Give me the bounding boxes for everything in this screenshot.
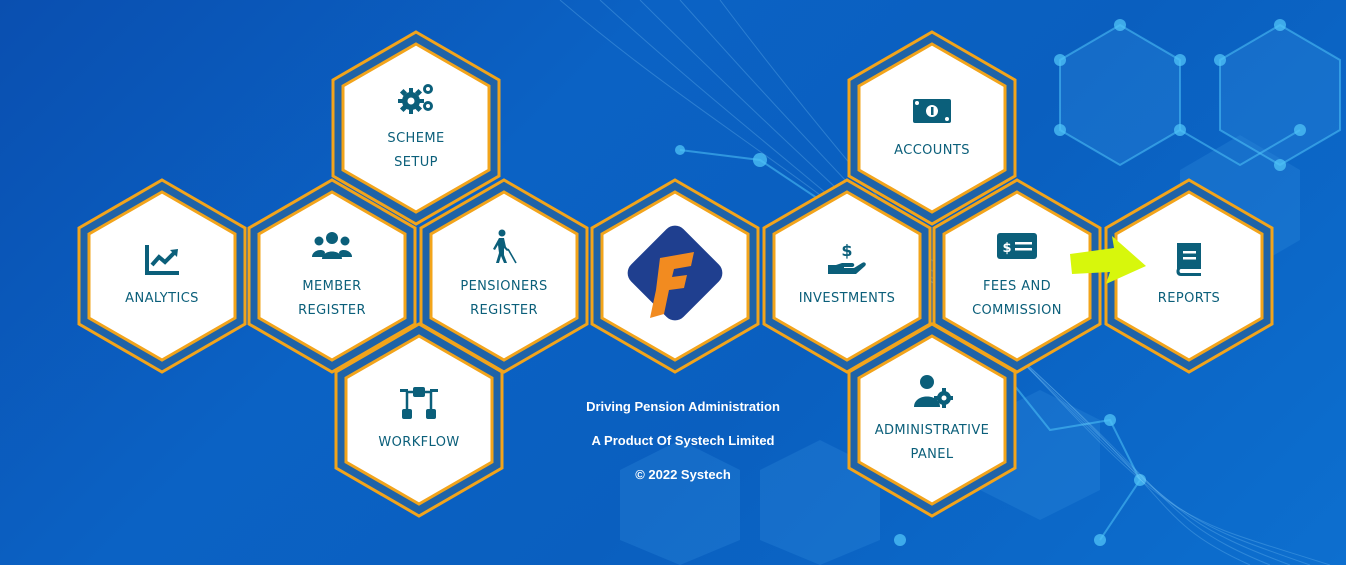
- tile-investments[interactable]: $ INVESTMENTS: [762, 178, 932, 374]
- hexagon-frame: [331, 30, 501, 226]
- svg-text:$: $: [841, 241, 852, 260]
- tile-label: REPORTS: [1157, 291, 1221, 306]
- tile-label: FEES AND COMMISSION: [972, 279, 1062, 318]
- tile-fees-and-commission[interactable]: $ FEES AND COMMISSION: [932, 178, 1102, 374]
- hand-dollar-icon: $: [826, 241, 868, 277]
- tile-accounts[interactable]: ACCOUNTS: [847, 30, 1017, 226]
- tile-administrative-panel[interactable]: ADMINISTRATIVE PANEL: [847, 322, 1017, 518]
- hexagon-frame: [419, 178, 589, 374]
- footer-copyright: © 2022 Systech: [635, 467, 731, 482]
- hexagon-frame: [77, 178, 247, 374]
- footer-text: Driving Pension Administration A Product…: [537, 392, 829, 494]
- hexagon-frame: [590, 178, 760, 374]
- footer-product: A Product Of Systech Limited: [591, 433, 775, 448]
- hexagon-frame: [932, 178, 1102, 374]
- tile-workflow[interactable]: WORKFLOW: [334, 322, 504, 518]
- tile-label: WORKFLOW: [378, 435, 460, 450]
- arrow-pointer-icon: [1070, 236, 1146, 284]
- user-gear-icon: [911, 373, 953, 409]
- tile-scheme-setup[interactable]: SCHEME SETUP: [331, 30, 501, 226]
- tile-label: INVESTMENTS: [798, 291, 896, 306]
- svg-text:$: $: [1002, 241, 1011, 256]
- tile-label: PENSIONERS REGISTER: [460, 279, 548, 318]
- tile-member-register[interactable]: MEMBER REGISTER: [247, 178, 417, 374]
- cheque-icon: $: [996, 229, 1038, 265]
- tile-logo[interactable]: [590, 178, 760, 374]
- tile-pensioners-register[interactable]: PENSIONERS REGISTER: [419, 178, 589, 374]
- gears-icon: [395, 81, 437, 117]
- tile-label: SCHEME SETUP: [387, 131, 445, 170]
- hexagon-frame: [762, 178, 932, 374]
- footer-tagline: Driving Pension Administration: [586, 399, 780, 414]
- flow-nodes-icon: [398, 385, 440, 421]
- hexagon-frame: [847, 30, 1017, 226]
- hexagon-frame: [847, 322, 1017, 518]
- tile-label: ADMINISTRATIVE PANEL: [874, 423, 990, 462]
- tile-label: ACCOUNTS: [894, 143, 970, 158]
- hexagon-frame: [334, 322, 504, 518]
- chart-line-icon: [141, 241, 183, 277]
- money-bill-icon: [911, 93, 953, 129]
- systech-logo-icon: [627, 225, 723, 321]
- hexagon-frame: [247, 178, 417, 374]
- tile-label: ANALYTICS: [125, 291, 199, 306]
- book-icon: [1168, 241, 1210, 277]
- tile-reports[interactable]: REPORTS: [1104, 178, 1274, 374]
- tile-label: MEMBER REGISTER: [298, 279, 366, 318]
- tile-analytics[interactable]: ANALYTICS: [77, 178, 247, 374]
- person-cane-icon: [483, 229, 525, 265]
- users-icon: [311, 229, 353, 265]
